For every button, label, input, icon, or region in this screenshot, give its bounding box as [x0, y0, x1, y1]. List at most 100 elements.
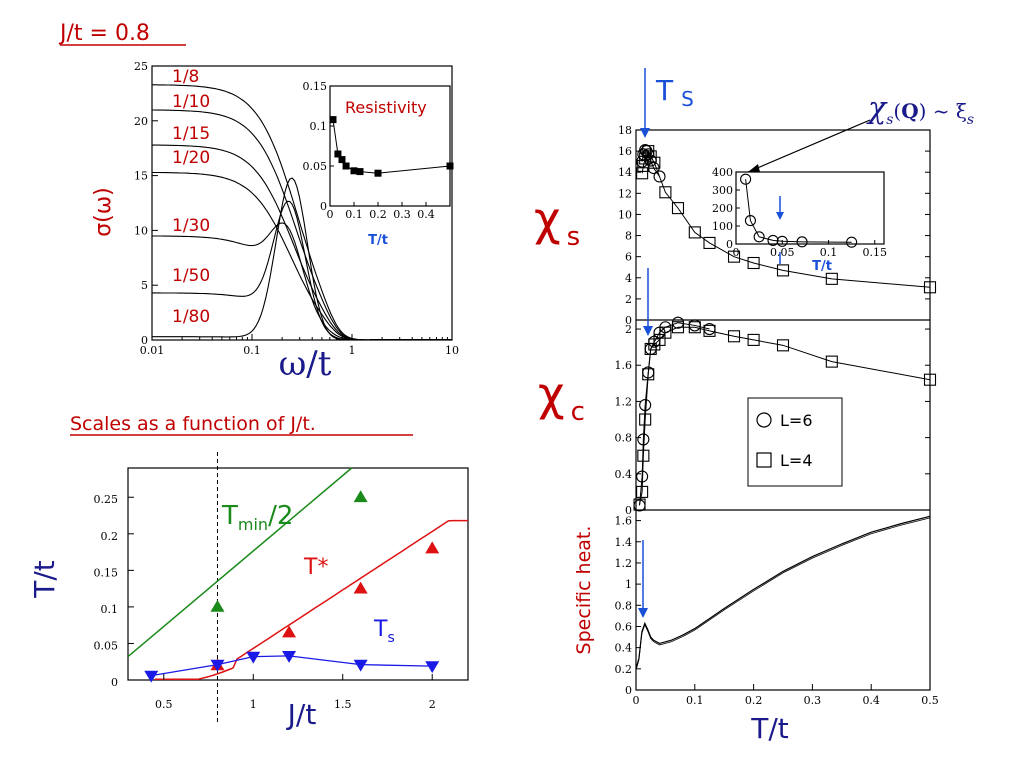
- curve-label: 1/15: [172, 124, 210, 144]
- square-marker: [688, 226, 701, 239]
- x-tick-label: 0.4: [862, 694, 880, 707]
- y-tick-label: 0.15: [94, 566, 119, 579]
- y-tick-label: 18: [618, 124, 632, 137]
- square-marker: [923, 373, 937, 386]
- y-tick-label: 0: [111, 676, 118, 689]
- y-tick-label: 1.6: [615, 359, 633, 372]
- resistivity-x-label: T/t: [368, 233, 388, 248]
- resistivity-point: [446, 162, 454, 170]
- square-marker: [637, 449, 650, 462]
- resistivity-point: [356, 168, 364, 176]
- y-tick-label: 12: [618, 187, 632, 200]
- x-tick-label: 0.2: [745, 694, 763, 707]
- square-marker: [648, 156, 661, 169]
- resistivity-points: [329, 116, 454, 177]
- y-tick-label: 0.8: [615, 432, 633, 445]
- right-x-label: T/t: [750, 712, 789, 745]
- inset-line: [745, 179, 852, 243]
- legend-marker-l4: [756, 452, 772, 468]
- y-tick-label: 2: [625, 293, 632, 306]
- square-marker: [671, 202, 685, 215]
- curve-label: 1/50: [172, 266, 210, 286]
- square-marker: [636, 167, 649, 180]
- y-tick-label: 6: [625, 251, 632, 264]
- heading-jt: J/t = 0.8: [58, 21, 150, 46]
- resistivity-point: [329, 116, 337, 124]
- series-line: [641, 149, 931, 288]
- square-marker: [671, 321, 685, 334]
- chi-s-inset-ts-arrowhead: [776, 212, 784, 220]
- y-tick-label: 4: [625, 272, 632, 285]
- curve-label: 1/20: [172, 148, 210, 168]
- square-marker: [747, 333, 760, 346]
- inset-point: [744, 215, 756, 227]
- tstar-fit-curve: [154, 519, 468, 681]
- inset-point: [796, 236, 808, 248]
- heading-scales: Scales as a function of J/t.: [70, 413, 316, 435]
- ts-line: [151, 655, 433, 677]
- series-label-tstar: T*: [303, 555, 328, 580]
- tmin-fit-line: [127, 467, 353, 658]
- circle-marker: [637, 433, 650, 446]
- conductivity-y-label: σ(ω): [91, 187, 116, 237]
- scales-x-label: J/t: [286, 698, 317, 731]
- y-tick-label: 0.15: [303, 80, 328, 93]
- scales-point: [353, 490, 368, 503]
- y-tick-label: 10: [134, 224, 148, 237]
- scales-point: [425, 661, 440, 674]
- scales-plot: 0.5 1 1.5 2 0 0.05 0.1 0.15 0.2 0.25 T/t J/t Tmi…: [28, 452, 469, 731]
- y-tick-label: 0.2: [101, 530, 119, 543]
- inset-point: [776, 235, 788, 247]
- legend-label-l6: L=6: [780, 411, 813, 430]
- square-marker: [776, 339, 790, 352]
- inset-point: [753, 231, 765, 243]
- square-marker: [727, 330, 741, 343]
- y-tick-label: 10: [618, 208, 632, 221]
- right-x-ticks: 0 0.1 0.2 0.3 0.4 0.5: [633, 684, 939, 707]
- resistivity-point: [338, 156, 346, 164]
- susceptibility-panels: 02468101214161800.40.81.21.6200.20.40.60…: [534, 68, 974, 745]
- x-tick-label: 0.5: [155, 698, 173, 711]
- y-tick-label: 1: [625, 578, 632, 591]
- scales-y-ticks: 0 0.05 0.1 0.15 0.2 0.25: [94, 493, 134, 689]
- chi-s-inset-points: [740, 173, 858, 248]
- square-marker: [644, 150, 657, 163]
- y-tick-label: 0: [726, 238, 733, 251]
- annotation-arrow: [747, 119, 871, 173]
- x-tick-label: 0.01: [140, 344, 165, 357]
- inset-point: [767, 234, 779, 246]
- square-marker: [642, 368, 655, 381]
- y-tick-label: 2: [625, 323, 632, 336]
- y-tick-label: 0.1: [310, 120, 328, 133]
- resistivity-point: [350, 167, 358, 175]
- x-tick-label: 0.1: [820, 246, 838, 259]
- resistivity-point: [374, 169, 382, 177]
- inset-point: [740, 173, 752, 185]
- y-tick-label: 0.05: [94, 639, 119, 652]
- chi-c-series: [633, 316, 937, 512]
- square-marker: [923, 281, 937, 294]
- chi-s-series: [636, 144, 937, 294]
- y-tick-label: 0: [320, 200, 327, 213]
- y-tick-label: 20: [134, 115, 148, 128]
- conductivity-y-ticks: 0 5 10 15 20 25: [134, 60, 158, 347]
- square-marker: [644, 342, 657, 356]
- legend-marker-l6: [756, 412, 772, 428]
- scales-point: [246, 651, 261, 664]
- y-tick-label: 0.1: [101, 603, 119, 616]
- conductivity-frame: [151, 65, 453, 341]
- square-marker: [659, 326, 672, 339]
- y-tick-label: 25: [134, 60, 148, 73]
- specific-heat-line-2: [635, 517, 931, 671]
- scales-point: [210, 659, 225, 672]
- conductivity-curves: [152, 84, 453, 341]
- y-tick-label: 0.4: [615, 642, 633, 655]
- y-tick-label: 0: [141, 334, 148, 347]
- x-tick-label: 0.2: [369, 208, 387, 221]
- legend-label-l4: L=4: [780, 451, 813, 470]
